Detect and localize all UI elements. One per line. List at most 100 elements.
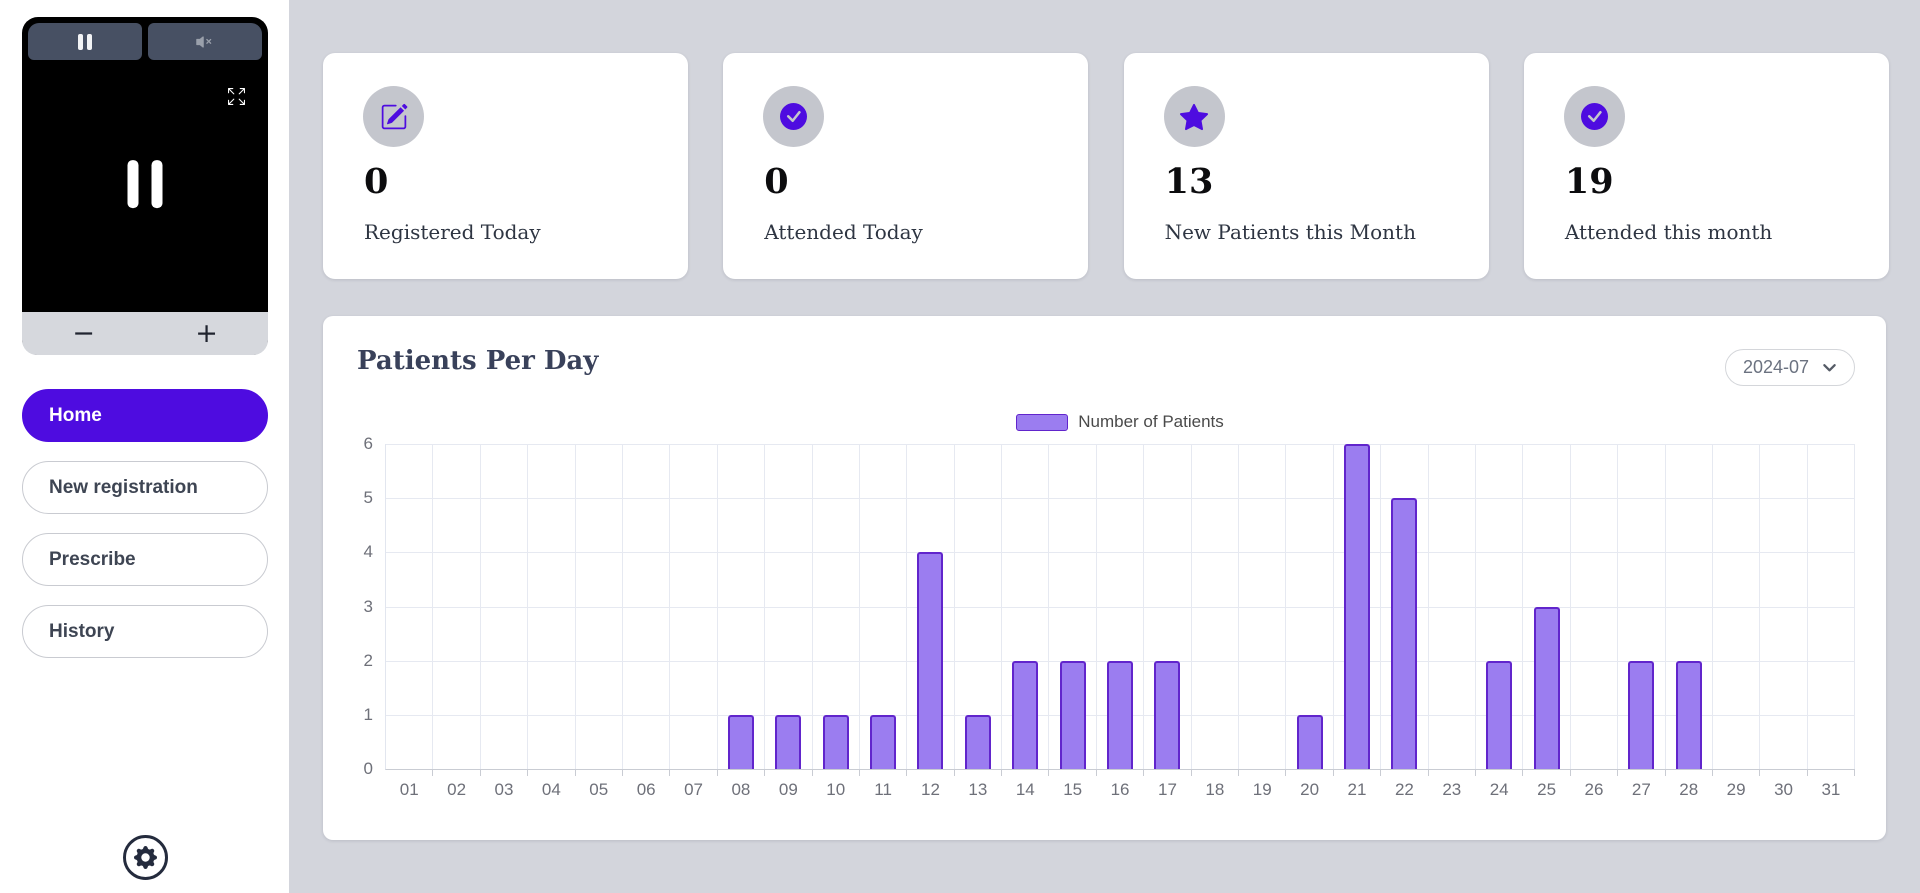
- x-axis-tick-label: 09: [778, 780, 798, 799]
- stat-value: 13: [1164, 161, 1214, 202]
- bar-day-13[interactable]: [964, 714, 991, 769]
- y-axis-tick-label: 0: [363, 759, 373, 778]
- sidebar-item-history[interactable]: History: [22, 605, 268, 658]
- bar-day-16[interactable]: [1107, 660, 1134, 769]
- bar-day-24[interactable]: [1486, 660, 1513, 769]
- stat-card: 0 Registered Today: [323, 53, 688, 279]
- bar-day-20[interactable]: [1296, 714, 1323, 769]
- stat-card: 19 Attended this month: [1523, 53, 1889, 279]
- x-axis-tick-label: 28: [1679, 780, 1699, 799]
- bar-day-10[interactable]: [822, 714, 849, 769]
- x-axis-tick-label: 12: [921, 780, 940, 799]
- stat-label: Attended this month: [1564, 220, 1773, 244]
- bar-day-14[interactable]: [1012, 660, 1039, 769]
- bar-day-22[interactable]: [1391, 498, 1418, 769]
- x-axis-tick-label: 03: [494, 780, 514, 799]
- star-icon: [1163, 86, 1225, 147]
- gridline: [386, 498, 1855, 500]
- bar-day-28[interactable]: [1675, 660, 1702, 769]
- stat-card: 13 New Patients this Month: [1123, 53, 1489, 279]
- sidebar-item-prescribe[interactable]: Prescribe: [22, 533, 268, 586]
- y-axis-tick-label: 4: [363, 542, 373, 562]
- zoom-out-button[interactable]: −: [22, 312, 145, 355]
- edit-icon: [363, 86, 424, 147]
- x-axis-tick-label: 25: [1537, 780, 1557, 799]
- mute-button[interactable]: [148, 23, 262, 60]
- chart-column-16: 16: [1097, 444, 1145, 799]
- video-zoom-bar: − +: [22, 312, 268, 355]
- gridline: [386, 606, 1855, 608]
- x-axis-tick-label: 14: [1015, 780, 1035, 799]
- month-selector[interactable]: 2024-07: [1724, 349, 1855, 386]
- x-axis-tick-label: 13: [968, 780, 988, 799]
- x-axis-tick-label: 20: [1300, 780, 1320, 799]
- x-axis-tick-label: 05: [589, 780, 609, 799]
- video-player-controls: [28, 23, 262, 60]
- x-axis-tick-label: 01: [399, 780, 419, 799]
- chart-title: Patients Per Day: [357, 346, 599, 376]
- x-axis-tick-label: 31: [1821, 780, 1841, 799]
- stat-label: Attended Today: [764, 220, 923, 244]
- pause-button[interactable]: [28, 23, 142, 60]
- settings-button[interactable]: [123, 835, 168, 880]
- sidebar-item-home[interactable]: Home: [22, 389, 268, 442]
- video-player: − +: [22, 17, 268, 355]
- sidebar-item-new-registration[interactable]: New registration: [22, 461, 268, 514]
- x-axis-tick-label: 18: [1205, 780, 1225, 799]
- stat-value: 19: [1564, 161, 1614, 202]
- stat-value: 0: [364, 161, 389, 202]
- fullscreen-icon[interactable]: [228, 88, 245, 105]
- x-axis-tick-label: 06: [636, 780, 656, 799]
- x-axis-tick-label: 22: [1394, 780, 1414, 799]
- y-axis-tick-label: 6: [363, 434, 373, 453]
- gridline: [386, 444, 1855, 445]
- x-axis-tick-label: 29: [1726, 780, 1746, 799]
- x-axis-tick-label: 19: [1252, 780, 1272, 799]
- y-axis-tick-label: 2: [363, 650, 373, 670]
- bar-day-17[interactable]: [1154, 660, 1181, 769]
- legend-label: Number of Patients: [1078, 412, 1224, 431]
- x-axis-tick-label: 16: [1110, 780, 1130, 799]
- bar-day-08[interactable]: [727, 714, 754, 769]
- y-axis-tick-label: 1: [363, 704, 373, 724]
- x-axis-tick-label: 24: [1489, 780, 1509, 799]
- stat-label: New Patients this Month: [1164, 220, 1416, 244]
- x-axis-tick-label: 15: [1063, 780, 1083, 799]
- chart-legend[interactable]: Number of Patients: [385, 412, 1855, 432]
- volume-muted-icon: [196, 35, 212, 48]
- chevron-down-icon: [1823, 364, 1836, 372]
- video-screen[interactable]: [28, 60, 262, 312]
- x-axis-tick-label: 30: [1774, 780, 1793, 799]
- x-axis-tick-label: 10: [826, 780, 846, 799]
- bar-day-21[interactable]: [1344, 444, 1370, 769]
- sidebar: − + Home New registration Prescribe History: [0, 0, 289, 893]
- bar-day-12[interactable]: [917, 552, 944, 769]
- pause-overlay-icon[interactable]: [127, 160, 163, 209]
- x-axis-tick-label: 02: [447, 780, 467, 799]
- legend-swatch: [1016, 413, 1069, 431]
- bar-chart-plot-area: 01 02 03 04 05 06 07 08 09 10 11 12 13 14 15 16 17 18 19 20…: [364, 434, 1856, 799]
- y-axis-tick-label: 3: [363, 596, 373, 616]
- bar-day-27[interactable]: [1628, 660, 1655, 769]
- bar-day-25[interactable]: [1533, 606, 1560, 769]
- check-circle-icon: [1563, 86, 1625, 147]
- y-axis-tick-label: 5: [363, 488, 373, 508]
- pause-icon: [78, 33, 92, 50]
- x-axis-tick-label: 17: [1157, 780, 1177, 799]
- chart-column-14: 14: [1002, 444, 1050, 799]
- stat-label: Registered Today: [364, 220, 541, 244]
- patients-per-day-card: Patients Per Day 2024-07 Number of Patie…: [323, 316, 1886, 840]
- bar-day-09[interactable]: [775, 714, 802, 769]
- x-axis-tick-label: 11: [874, 780, 892, 799]
- x-axis-tick-label: 21: [1347, 780, 1367, 799]
- gridline: [386, 552, 1855, 554]
- bar-day-11[interactable]: [870, 714, 897, 769]
- month-selector-value: 2024-07: [1742, 357, 1809, 377]
- x-axis-tick-label: 07: [684, 780, 703, 799]
- x-axis-tick-label: 23: [1442, 780, 1462, 799]
- sidebar-nav: Home New registration Prescribe History: [22, 389, 268, 658]
- zoom-in-button[interactable]: +: [145, 312, 268, 355]
- bar-day-15[interactable]: [1059, 660, 1086, 769]
- x-axis-tick-label: 27: [1631, 780, 1651, 799]
- gear-icon: [134, 846, 157, 869]
